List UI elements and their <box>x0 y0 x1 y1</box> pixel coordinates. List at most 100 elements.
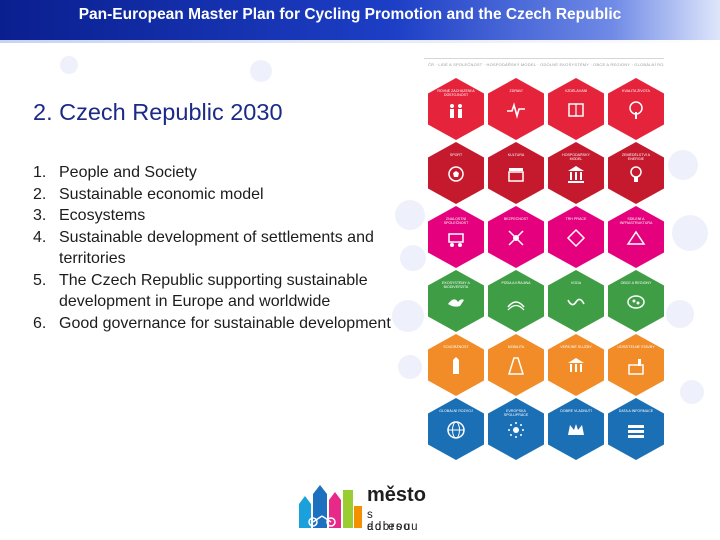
goal-item: 5. The Czech Republic supporting sustaina… <box>33 270 393 313</box>
goal-item: 1. People and Society <box>33 162 393 184</box>
goal-item: 3. Ecosystems <box>33 205 393 227</box>
river-icon <box>566 292 586 312</box>
decorative-bubble <box>395 200 425 230</box>
sdg-goal-tile: EKOSYSTÉMY A BIODIVERZITA <box>428 270 484 332</box>
header-title: Pan-European Master Plan for Cycling Pro… <box>78 6 622 23</box>
sdg-goal-label: ZNALOSTNÍ SPOLEČNOST <box>443 217 469 226</box>
goal-number: 1. <box>33 164 47 181</box>
tower-icon <box>446 356 466 376</box>
goal-item: 6. Good governance for sustainable develo… <box>33 313 393 335</box>
goal-number: 2. <box>33 185 47 203</box>
sdg-goal-label: KULTURA <box>507 153 525 157</box>
bulb-icon <box>626 164 646 184</box>
temple-icon <box>566 356 586 376</box>
sdg-goal-label: KVALITA ŽIVOTA <box>622 89 650 93</box>
sdg-goal-tile: ROVNÉ ZACHÁZENÍ A DŮSTOJNOST <box>428 78 484 140</box>
people-icon <box>446 100 466 120</box>
bird-icon <box>446 292 466 312</box>
sdg-goal-tile: KULTURA <box>488 142 544 204</box>
sdg-goal-tile: SOUDRŽNOST <box>428 334 484 396</box>
sdg-goal-label: UDRŽITELNÉ STAVBY <box>617 345 655 349</box>
sdg-goal-label: EVROPSKÁ SPOLUPRÁCE <box>503 409 529 418</box>
goal-text: Good governance for sustainable developm… <box>59 314 391 332</box>
sdg-goal-label: SOUDRŽNOST <box>443 345 469 349</box>
sdg-goal-tile: SPORT <box>428 142 484 204</box>
sdg-goal-tile: ZNALOSTNÍ SPOLEČNOST <box>428 206 484 268</box>
sdg-goal-label: BEZPEČNOST <box>503 217 529 221</box>
logo-word-adresou: adresou <box>367 521 420 533</box>
sdg-goal-label: PŮDA A KRAJINA <box>501 281 531 285</box>
sdg-goal-label: SPORT <box>449 153 463 157</box>
sdg-goals-panel: ČR · LIDÉ A SPOLEČNOST · HOSPODÁŘSKÝ MOD… <box>424 58 664 468</box>
sdg-goal-label: VEŘEJNÉ SLUŽBY <box>560 345 592 349</box>
decorative-bubble <box>398 355 422 379</box>
sdg-goal-label: VZDĚLÁVÁNÍ <box>564 89 588 93</box>
sdg-goal-label: HOSPODÁŘSKÝ MODEL <box>562 153 590 162</box>
goal-number: 3. <box>33 207 47 224</box>
sdg-goal-label: EKOSYSTÉMY A BIODIVERZITA <box>442 281 470 290</box>
sdg-goal-tile: MOBILITA <box>488 334 544 396</box>
logo-word-s-dobrou: s dobrou <box>367 509 412 533</box>
cart-icon <box>446 228 466 248</box>
goal-number: 6. <box>33 314 47 332</box>
sdg-goal-tile: SDÍLENÍ A INFRASTRUKTURA <box>608 206 664 268</box>
goal-number: 4. <box>33 228 47 246</box>
sdg-goal-label: MOBILITA <box>507 345 525 349</box>
decorative-bubble <box>392 300 424 332</box>
sdg-goal-tile: PŮDA A KRAJINA <box>488 270 544 332</box>
sdg-goal-tile: VEŘEJNÉ SLUŽBY <box>548 334 604 396</box>
sdg-goal-tile: GLOBÁLNÍ ROZVOJ <box>428 398 484 460</box>
goal-text: People and Society <box>59 164 197 181</box>
sdg-goal-tile: HOSPODÁŘSKÝ MODEL <box>548 142 604 204</box>
sdg-goal-tile: ZEMĚDĚLSTVÍ A ENERGIE <box>608 142 664 204</box>
decorative-bubble <box>668 150 698 180</box>
sdg-goal-tile: OBCE A REGIONY <box>608 270 664 332</box>
house-logo-icon <box>299 485 362 528</box>
sdg-goal-label: DOBRÉ VLÁDNUTÍ <box>560 409 592 413</box>
slide-title: 2. Czech Republic 2030 <box>33 99 283 125</box>
heartbeat-icon <box>506 100 526 120</box>
sdg-goal-tile: DATA A INFORMACE <box>608 398 664 460</box>
network-icon <box>506 228 526 248</box>
goals-list: 1. People and Society 2. Sustainable econom… <box>33 162 393 334</box>
diamond-icon <box>566 228 586 248</box>
header-divider <box>0 40 720 43</box>
sdg-goal-tile: DOBRÉ VLÁDNUTÍ <box>548 398 604 460</box>
education-icon <box>566 100 586 120</box>
factory-icon <box>626 356 646 376</box>
sdg-goal-label: GLOBÁLNÍ ROZVOJ <box>439 409 473 413</box>
logo-word-mesto: město <box>367 484 426 506</box>
decorative-bubble <box>680 380 704 404</box>
sdg-goal-label: SDÍLENÍ A INFRASTRUKTURA <box>619 217 653 226</box>
sdg-panel-divider <box>424 58 664 59</box>
data-icon <box>626 420 646 440</box>
header-bar: Pan-European Master Plan for Cycling Pro… <box>0 0 720 40</box>
sdg-goal-label: ZEMĚDĚLSTVÍ A ENERGIE <box>621 153 651 162</box>
sdg-goal-tile: KVALITA ŽIVOTA <box>608 78 664 140</box>
sdg-goal-tile: VODA <box>548 270 604 332</box>
eu-icon <box>506 420 526 440</box>
decorative-bubble <box>672 215 708 251</box>
tree-icon <box>626 100 646 120</box>
mesto-s-dobrou-adresou-logo: město s dobrou adresou <box>297 482 426 533</box>
decorative-bubble <box>250 60 272 82</box>
sdg-panel-heading: ČR · LIDÉ A SPOLEČNOST · HOSPODÁŘSKÝ MOD… <box>428 62 664 67</box>
decorative-bubble <box>666 300 694 328</box>
map-icon <box>626 292 646 312</box>
sdg-goal-label: DATA A INFORMACE <box>618 409 654 413</box>
tools-icon <box>626 228 646 248</box>
building-icon <box>566 164 586 184</box>
sdg-goal-label: OBCE A REGIONY <box>620 281 652 285</box>
sdg-goal-label: VODA <box>570 281 582 285</box>
sdg-goal-label: TRH PRÁCE <box>565 217 587 221</box>
goal-item: 2. Sustainable economic model <box>33 184 393 206</box>
goal-text: Sustainable economic model <box>59 185 264 203</box>
goal-text: The Czech Republic supporting sustainabl… <box>59 271 368 311</box>
ball-icon <box>446 164 466 184</box>
goal-item: 4. Sustainable development of settlements… <box>33 227 393 270</box>
sdg-goal-label: ROVNÉ ZACHÁZENÍ A DŮSTOJNOST <box>437 89 475 98</box>
sdg-goal-tile: UDRŽITELNÉ STAVBY <box>608 334 664 396</box>
clapper-icon <box>506 164 526 184</box>
sdg-goal-tile: ZDRAVÍ <box>488 78 544 140</box>
sdg-goal-tile: TRH PRÁCE <box>548 206 604 268</box>
